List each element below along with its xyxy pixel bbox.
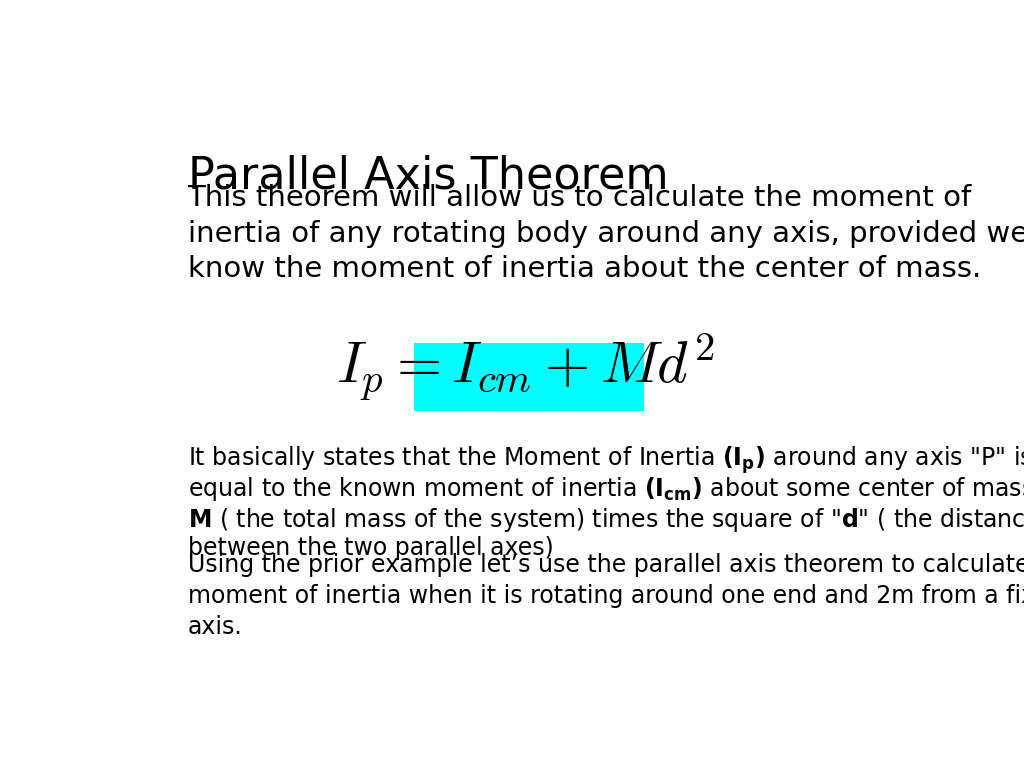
Text: between the two parallel axes): between the two parallel axes) [187,536,553,561]
Text: Using the prior example let’s use the parallel axis theorem to calculate the: Using the prior example let’s use the pa… [187,554,1024,578]
Text: Parallel Axis Theorem: Parallel Axis Theorem [187,154,668,197]
Text: axis.: axis. [187,615,243,639]
Text: equal to the known moment of inertia $\mathbf{(I_{cm})}$ about some center of ma: equal to the known moment of inertia $\m… [187,475,1024,503]
Text: moment of inertia when it is rotating around one end and 2m from a fixed: moment of inertia when it is rotating ar… [187,584,1024,608]
FancyBboxPatch shape [414,343,644,412]
Text: This theorem will allow us to calculate the moment of
inertia of any rotating bo: This theorem will allow us to calculate … [187,184,1024,283]
Text: It basically states that the Moment of Inertia $\mathbf{( I_p)}$ around any axis: It basically states that the Moment of I… [187,444,1024,475]
Text: $\mathbf{M}$ ( the total mass of the system) times the square of "$\mathbf{d}$" : $\mathbf{M}$ ( the total mass of the sys… [187,505,1024,534]
Text: $I_p = I_{cm} + Md^2$: $I_p = I_{cm} + Md^2$ [336,331,714,403]
